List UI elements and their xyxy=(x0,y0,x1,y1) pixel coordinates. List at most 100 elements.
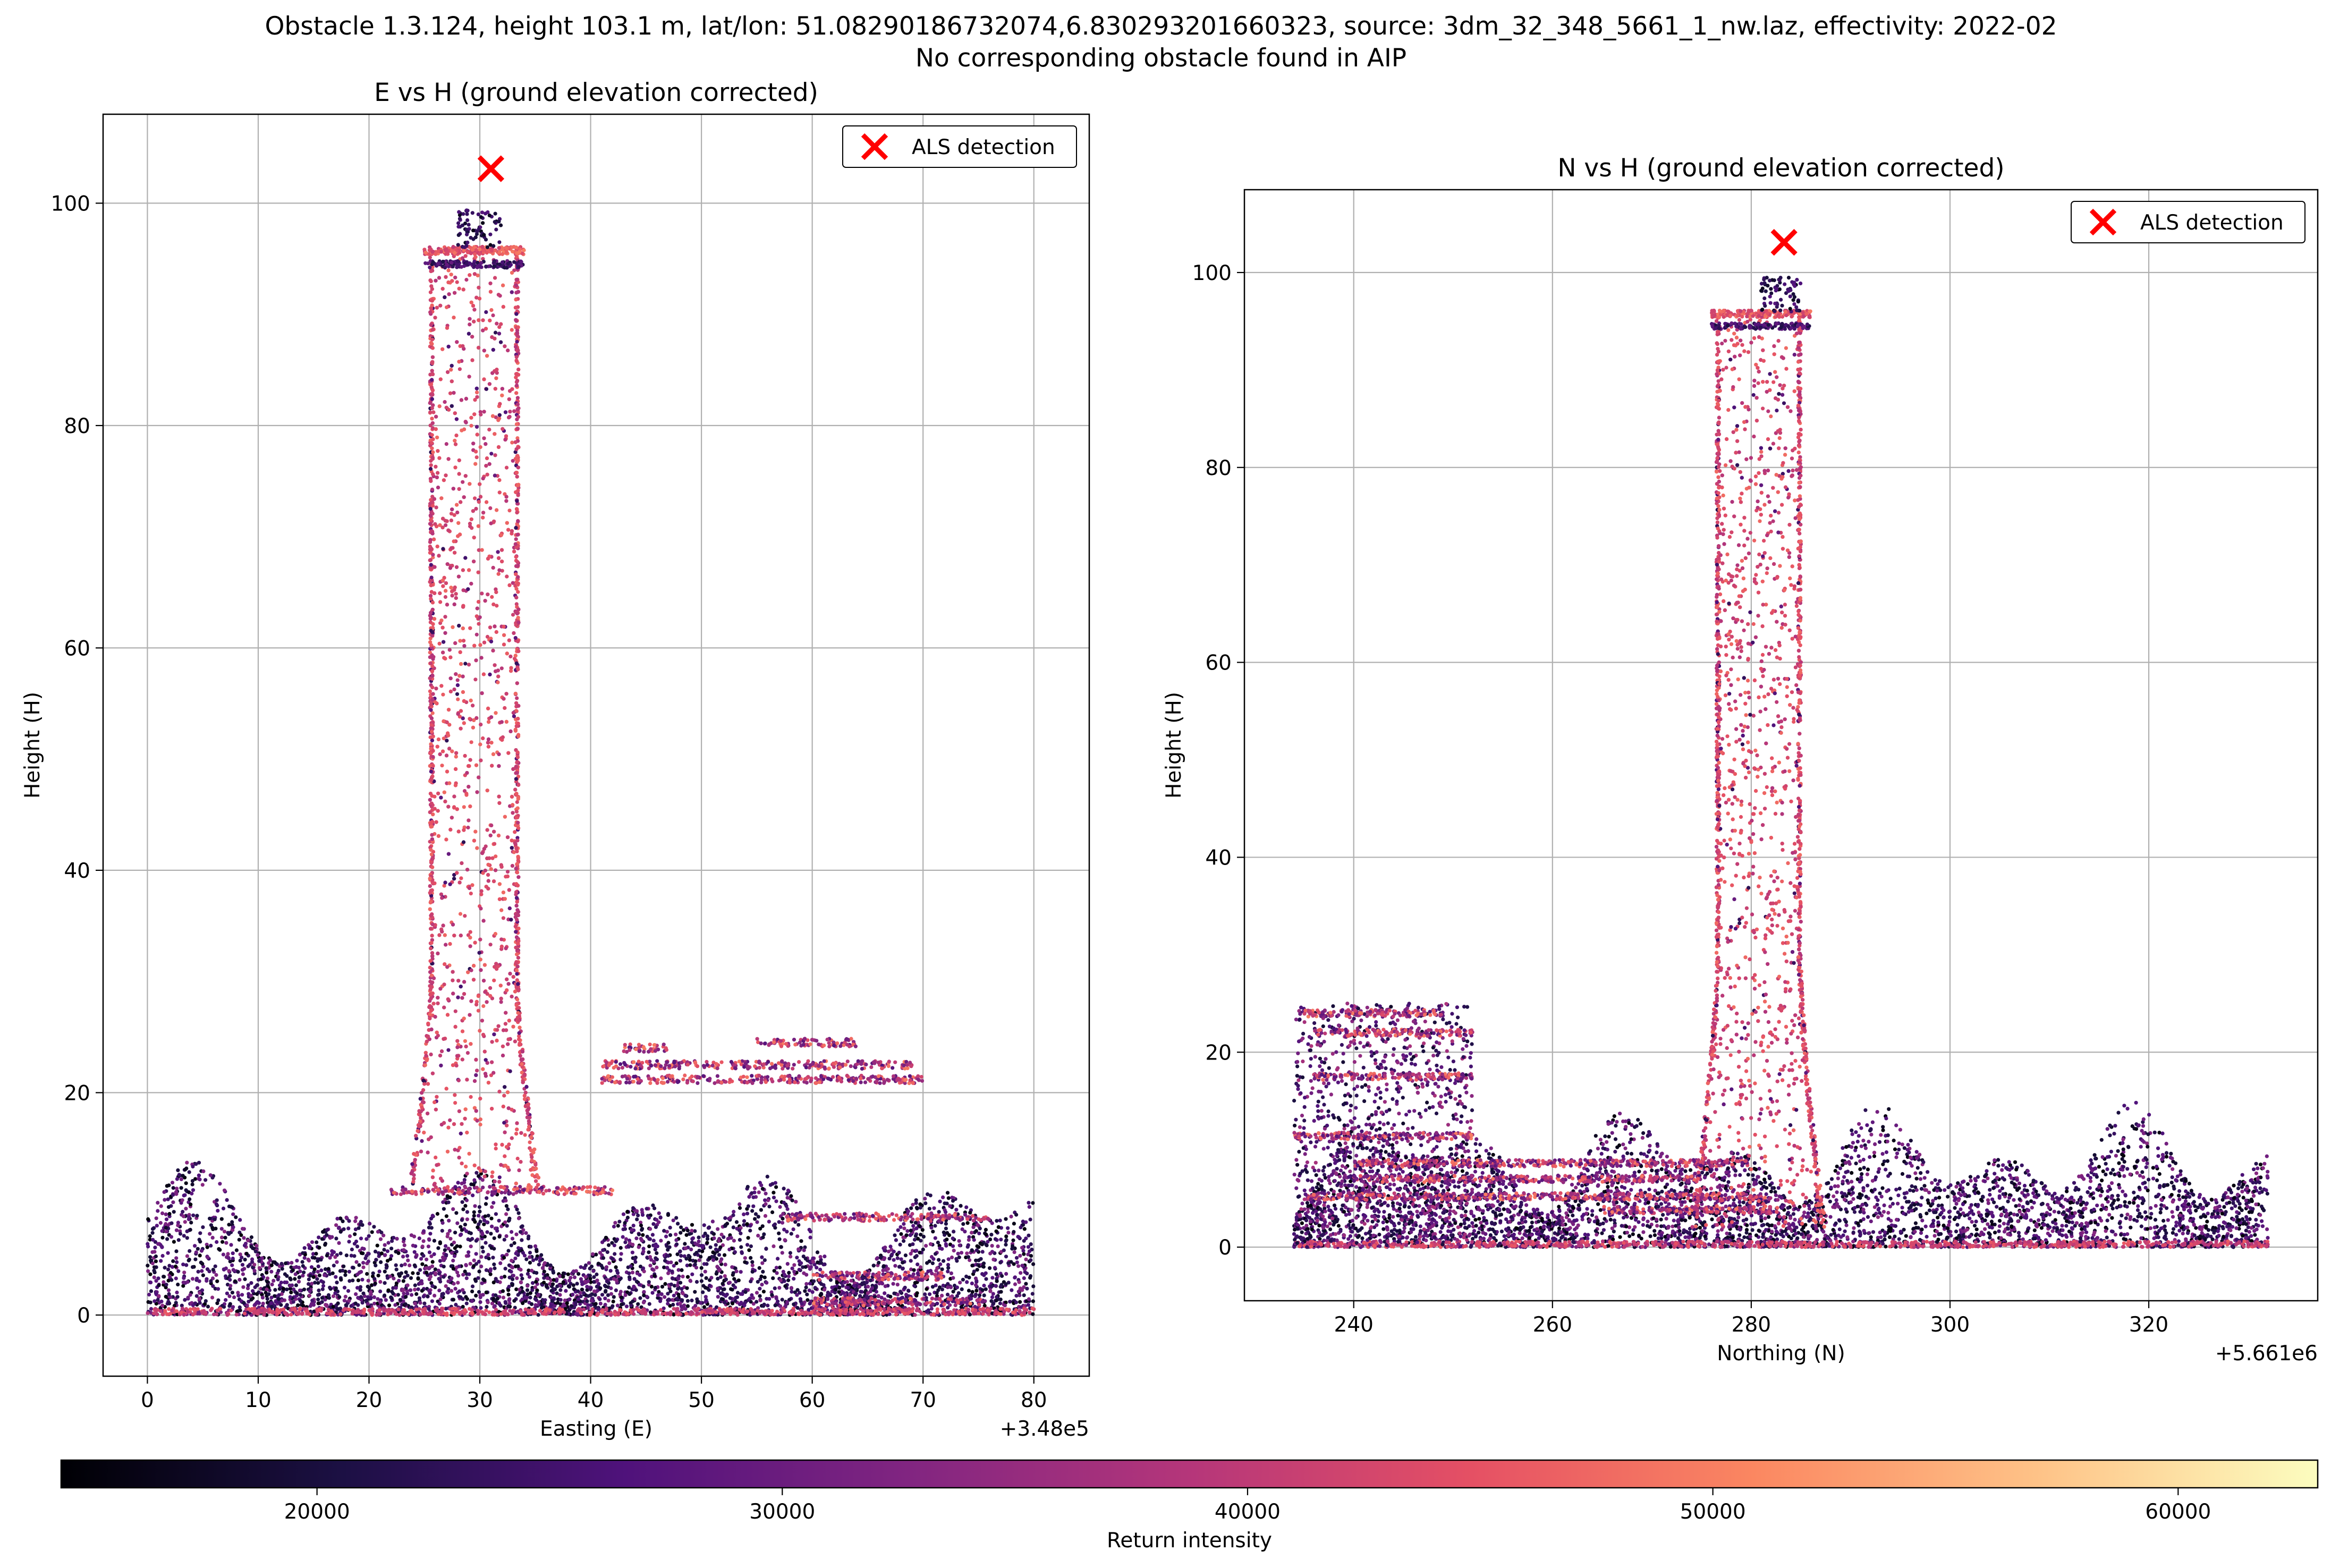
data-point xyxy=(182,1234,186,1238)
data-point xyxy=(802,1248,806,1252)
data-point xyxy=(305,1311,309,1316)
data-point xyxy=(429,1281,434,1285)
data-point xyxy=(504,1212,508,1216)
data-point xyxy=(310,1299,315,1303)
data-point xyxy=(330,1271,335,1275)
data-point xyxy=(452,1240,456,1244)
data-point xyxy=(159,1204,163,1208)
data-point xyxy=(535,1249,539,1253)
data-point xyxy=(993,1266,997,1270)
data-point xyxy=(316,1301,320,1306)
data-point xyxy=(188,1249,192,1253)
data-point xyxy=(239,1233,243,1238)
data-point xyxy=(782,1200,786,1205)
data-point xyxy=(957,1243,962,1248)
data-point xyxy=(564,1289,568,1293)
data-point xyxy=(334,1223,338,1227)
data-point xyxy=(429,1254,434,1258)
data-point xyxy=(262,1312,266,1317)
data-point xyxy=(680,1298,684,1302)
data-point xyxy=(679,1281,683,1285)
data-point xyxy=(614,1265,618,1269)
data-point xyxy=(354,1216,358,1220)
data-point xyxy=(252,1311,257,1315)
data-point xyxy=(361,1261,366,1265)
data-point xyxy=(342,1264,346,1268)
data-point xyxy=(978,1293,982,1298)
data-point xyxy=(684,1311,689,1316)
data-point xyxy=(243,1258,247,1262)
data-point xyxy=(241,1272,245,1276)
data-point xyxy=(757,1190,761,1194)
data-point xyxy=(510,1265,514,1269)
data-point xyxy=(368,1222,372,1226)
data-point xyxy=(408,1263,412,1268)
data-point xyxy=(383,1243,387,1247)
data-point xyxy=(413,1301,417,1306)
data-point xyxy=(342,1285,347,1290)
data-point xyxy=(808,1301,812,1306)
data-point xyxy=(160,1211,165,1216)
data-point xyxy=(202,1309,206,1313)
data-point xyxy=(477,1205,482,1209)
data-point xyxy=(506,1304,511,1308)
data-point xyxy=(440,1255,445,1259)
data-point xyxy=(427,1237,431,1241)
data-point xyxy=(353,1219,358,1223)
data-point xyxy=(883,1245,887,1250)
data-point xyxy=(537,1300,541,1304)
data-point xyxy=(146,1264,150,1268)
data-point xyxy=(623,1240,628,1244)
data-point xyxy=(797,1268,801,1272)
data-point xyxy=(523,1307,528,1311)
data-point xyxy=(166,1197,170,1201)
data-point xyxy=(174,1192,179,1196)
data-point xyxy=(255,1301,259,1305)
data-point xyxy=(898,1242,902,1247)
data-point xyxy=(781,1307,785,1311)
data-point xyxy=(495,1296,499,1301)
data-point xyxy=(204,1178,208,1182)
data-point xyxy=(424,1266,428,1270)
data-point xyxy=(789,1255,793,1259)
data-point xyxy=(228,1278,232,1282)
data-point xyxy=(347,1279,352,1283)
data-point xyxy=(214,1202,218,1206)
data-point xyxy=(742,1212,746,1216)
data-point xyxy=(679,1231,683,1235)
data-point xyxy=(421,1308,425,1312)
data-point xyxy=(392,1276,396,1281)
data-point xyxy=(562,1310,566,1315)
data-point xyxy=(695,1308,700,1312)
data-point xyxy=(346,1289,351,1293)
data-point xyxy=(984,1271,988,1275)
data-point xyxy=(944,1210,948,1214)
data-point xyxy=(801,1265,805,1269)
data-point xyxy=(425,1257,429,1261)
data-point xyxy=(876,1312,880,1316)
data-point xyxy=(330,1312,335,1317)
data-point xyxy=(803,1257,808,1261)
data-point xyxy=(517,1249,521,1253)
data-point xyxy=(762,1302,766,1307)
data-point xyxy=(715,1265,719,1269)
data-point xyxy=(302,1270,306,1275)
data-point xyxy=(598,1297,602,1301)
data-point xyxy=(598,1286,603,1290)
data-point xyxy=(298,1269,302,1274)
data-point xyxy=(766,1309,770,1313)
data-point xyxy=(702,1223,706,1227)
data-point xyxy=(790,1290,794,1294)
data-point xyxy=(902,1239,906,1243)
data-point xyxy=(1021,1219,1025,1224)
data-point xyxy=(166,1267,171,1272)
data-point xyxy=(789,1310,793,1314)
data-point xyxy=(931,1230,935,1234)
data-point xyxy=(1022,1311,1026,1315)
data-point xyxy=(583,1275,588,1279)
data-point xyxy=(630,1270,635,1275)
data-point xyxy=(955,1285,959,1290)
data-point xyxy=(699,1279,703,1283)
data-point xyxy=(487,1310,491,1315)
data-point xyxy=(895,1292,900,1296)
